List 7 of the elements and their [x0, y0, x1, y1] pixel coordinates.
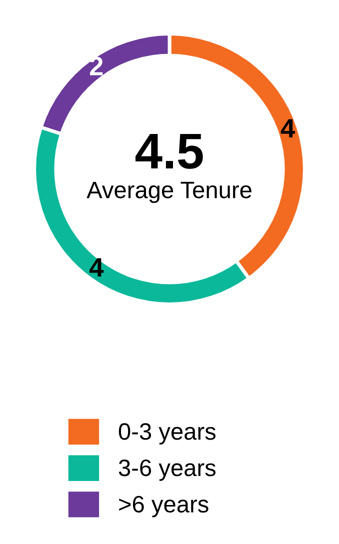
legend-label: >6 years: [119, 496, 208, 518]
text: 4.5: [136, 134, 203, 169]
data-label: 4: [280, 119, 295, 138]
text: Average Tenure: [86, 182, 252, 203]
legend-label: 3-6 years: [118, 460, 216, 481]
legend-label: 0-3 years: [118, 423, 216, 445]
data-label: 4: [89, 258, 104, 276]
